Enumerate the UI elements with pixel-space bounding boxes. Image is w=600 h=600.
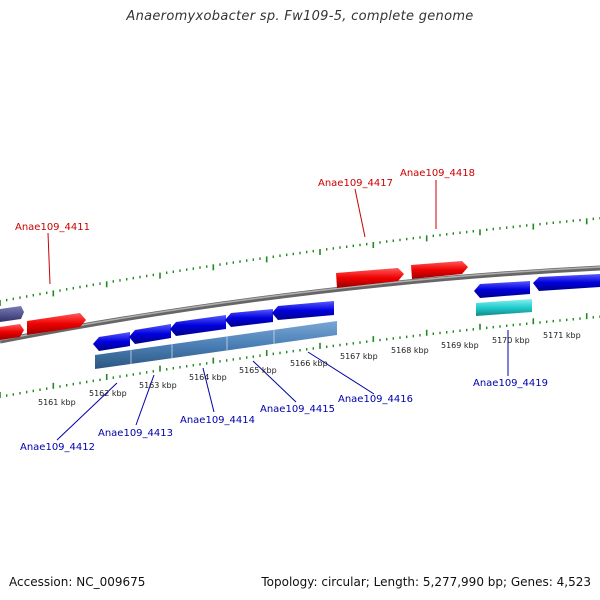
lower-scale-ticks — [0, 313, 600, 398]
gene-label-4418[interactable]: Anae109_4418 — [400, 168, 475, 179]
rna-gene-bar[interactable] — [476, 299, 532, 316]
gene-arrow-4414[interactable] — [170, 315, 226, 336]
scale-label: 5171 kbp — [543, 331, 581, 340]
gene-label-4416[interactable]: Anae109_4416 — [338, 394, 413, 405]
gene-label-4414[interactable]: Anae109_4414 — [180, 415, 255, 426]
label-leader-lines — [47, 180, 509, 441]
upper-scale-ticks — [0, 217, 600, 306]
scale-label: 5162 kbp — [89, 389, 127, 398]
gene-arrow-4411[interactable] — [27, 313, 86, 335]
gene-arrow-4416[interactable] — [272, 301, 334, 320]
gene-arrow-partial[interactable] — [0, 306, 24, 322]
plus-strand-genes — [0, 261, 468, 340]
gene-arrow-4412[interactable] — [93, 332, 130, 351]
gene-label-4419[interactable]: Anae109_4419 — [473, 378, 548, 389]
gene-label-4415[interactable]: Anae109_4415 — [260, 404, 335, 415]
scale-label: 5169 kbp — [441, 341, 479, 350]
gene-arrow-4419[interactable] — [474, 281, 530, 298]
scale-label: 5163 kbp — [139, 381, 177, 390]
scale-label: 5168 kbp — [391, 346, 429, 355]
scale-label: 5164 kbp — [189, 373, 227, 382]
scale-label: 5167 kbp — [340, 352, 378, 361]
gene-arrow-left-edge[interactable] — [0, 324, 24, 340]
operon-bar[interactable] — [95, 321, 337, 369]
gene-arrow-4420[interactable] — [533, 274, 600, 291]
scale-label: 5165 kbp — [239, 366, 277, 375]
scale-label: 5170 kbp — [492, 336, 530, 345]
minus-strand-genes — [93, 274, 600, 369]
gene-label-4411[interactable]: Anae109_4411 — [15, 222, 90, 233]
scale-label: 5161 kbp — [38, 398, 76, 407]
gene-label-4417[interactable]: Anae109_4417 — [318, 178, 393, 189]
scale-labels: 5161 kbp 5162 kbp 5163 kbp 5164 kbp 5165… — [38, 331, 581, 407]
gene-arrow-4413[interactable] — [129, 324, 171, 344]
gene-arrow-4418[interactable] — [411, 261, 468, 279]
genome-backbone — [0, 265, 600, 344]
genome-title: Anaeromyxobacter sp. Fw109-5, complete g… — [126, 9, 474, 24]
gene-label-4412[interactable]: Anae109_4412 — [20, 442, 95, 453]
genome-summary-text: Topology: circular; Length: 5,277,990 bp… — [261, 575, 591, 589]
scale-label: 5166 kbp — [290, 359, 328, 368]
accession-text: Accession: NC_009675 — [9, 575, 146, 589]
gene-label-4413[interactable]: Anae109_4413 — [98, 428, 173, 439]
gene-arrow-4417[interactable] — [336, 268, 404, 288]
genome-backbone-highlight — [0, 266, 600, 341]
gene-arrow-4415[interactable] — [225, 309, 273, 327]
gene-labels: Anae109_4411 Anae109_4417 Anae109_4418 A… — [15, 168, 548, 453]
